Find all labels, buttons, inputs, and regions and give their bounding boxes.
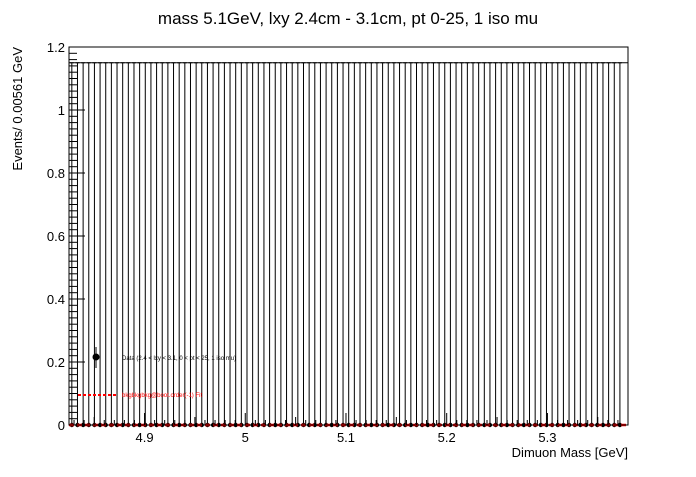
- y-axis-label: Events/ 0.00561 GeV: [10, 47, 25, 171]
- x-tick-label: 5.2: [438, 430, 456, 445]
- x-tick-label: 4.9: [136, 430, 154, 445]
- y-axis: 0 0.2 0.4 0.6 0.8 1 1.2: [47, 40, 85, 433]
- x-tick-label: 5.3: [538, 430, 556, 445]
- x-axis: 4.9 5 5.1 5.2 5.3: [73, 413, 629, 445]
- chart-title: mass 5.1GeV, lxy 2.4cm - 3.1cm, pt 0-25,…: [158, 9, 538, 28]
- x-tick-label: 5: [242, 430, 249, 445]
- y-tick-label: 0.6: [47, 229, 65, 244]
- x-axis-label: Dimuon Mass [GeV]: [512, 445, 628, 460]
- y-tick-label: 0: [58, 418, 65, 433]
- y-tick-label: 0.2: [47, 355, 65, 370]
- x-tick-label: 5.1: [337, 430, 355, 445]
- legend-fit-label: bkgbkgbkg@boot.order(-1) Fit: [122, 393, 202, 399]
- error-bars: [69, 62, 628, 428]
- y-tick-label: 1: [58, 103, 65, 118]
- y-tick-label: 1.2: [47, 40, 65, 55]
- legend-data-label: Data (2.4 < lxy < 3.1, 0 < pt < 25, 1 is…: [122, 356, 236, 362]
- y-tick-label: 0.8: [47, 166, 65, 181]
- legend: Data (2.4 < lxy < 3.1, 0 < pt < 25, 1 is…: [78, 347, 236, 399]
- y-tick-label: 0.4: [47, 292, 65, 307]
